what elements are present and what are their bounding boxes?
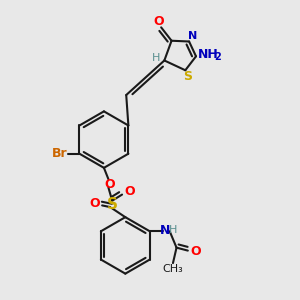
- Text: O: O: [105, 178, 115, 191]
- Text: Br: Br: [52, 147, 67, 160]
- Text: O: O: [89, 197, 100, 210]
- Text: S: S: [183, 70, 192, 83]
- Text: H: H: [169, 225, 178, 235]
- Text: N: N: [188, 31, 197, 41]
- Text: N: N: [160, 224, 171, 237]
- Text: H: H: [152, 53, 160, 63]
- Text: O: O: [154, 15, 164, 28]
- Text: 2: 2: [214, 52, 221, 62]
- Text: O: O: [124, 185, 135, 198]
- Text: NH: NH: [198, 48, 219, 61]
- Text: O: O: [190, 245, 201, 258]
- Text: S: S: [106, 197, 118, 212]
- Text: CH₃: CH₃: [163, 264, 183, 274]
